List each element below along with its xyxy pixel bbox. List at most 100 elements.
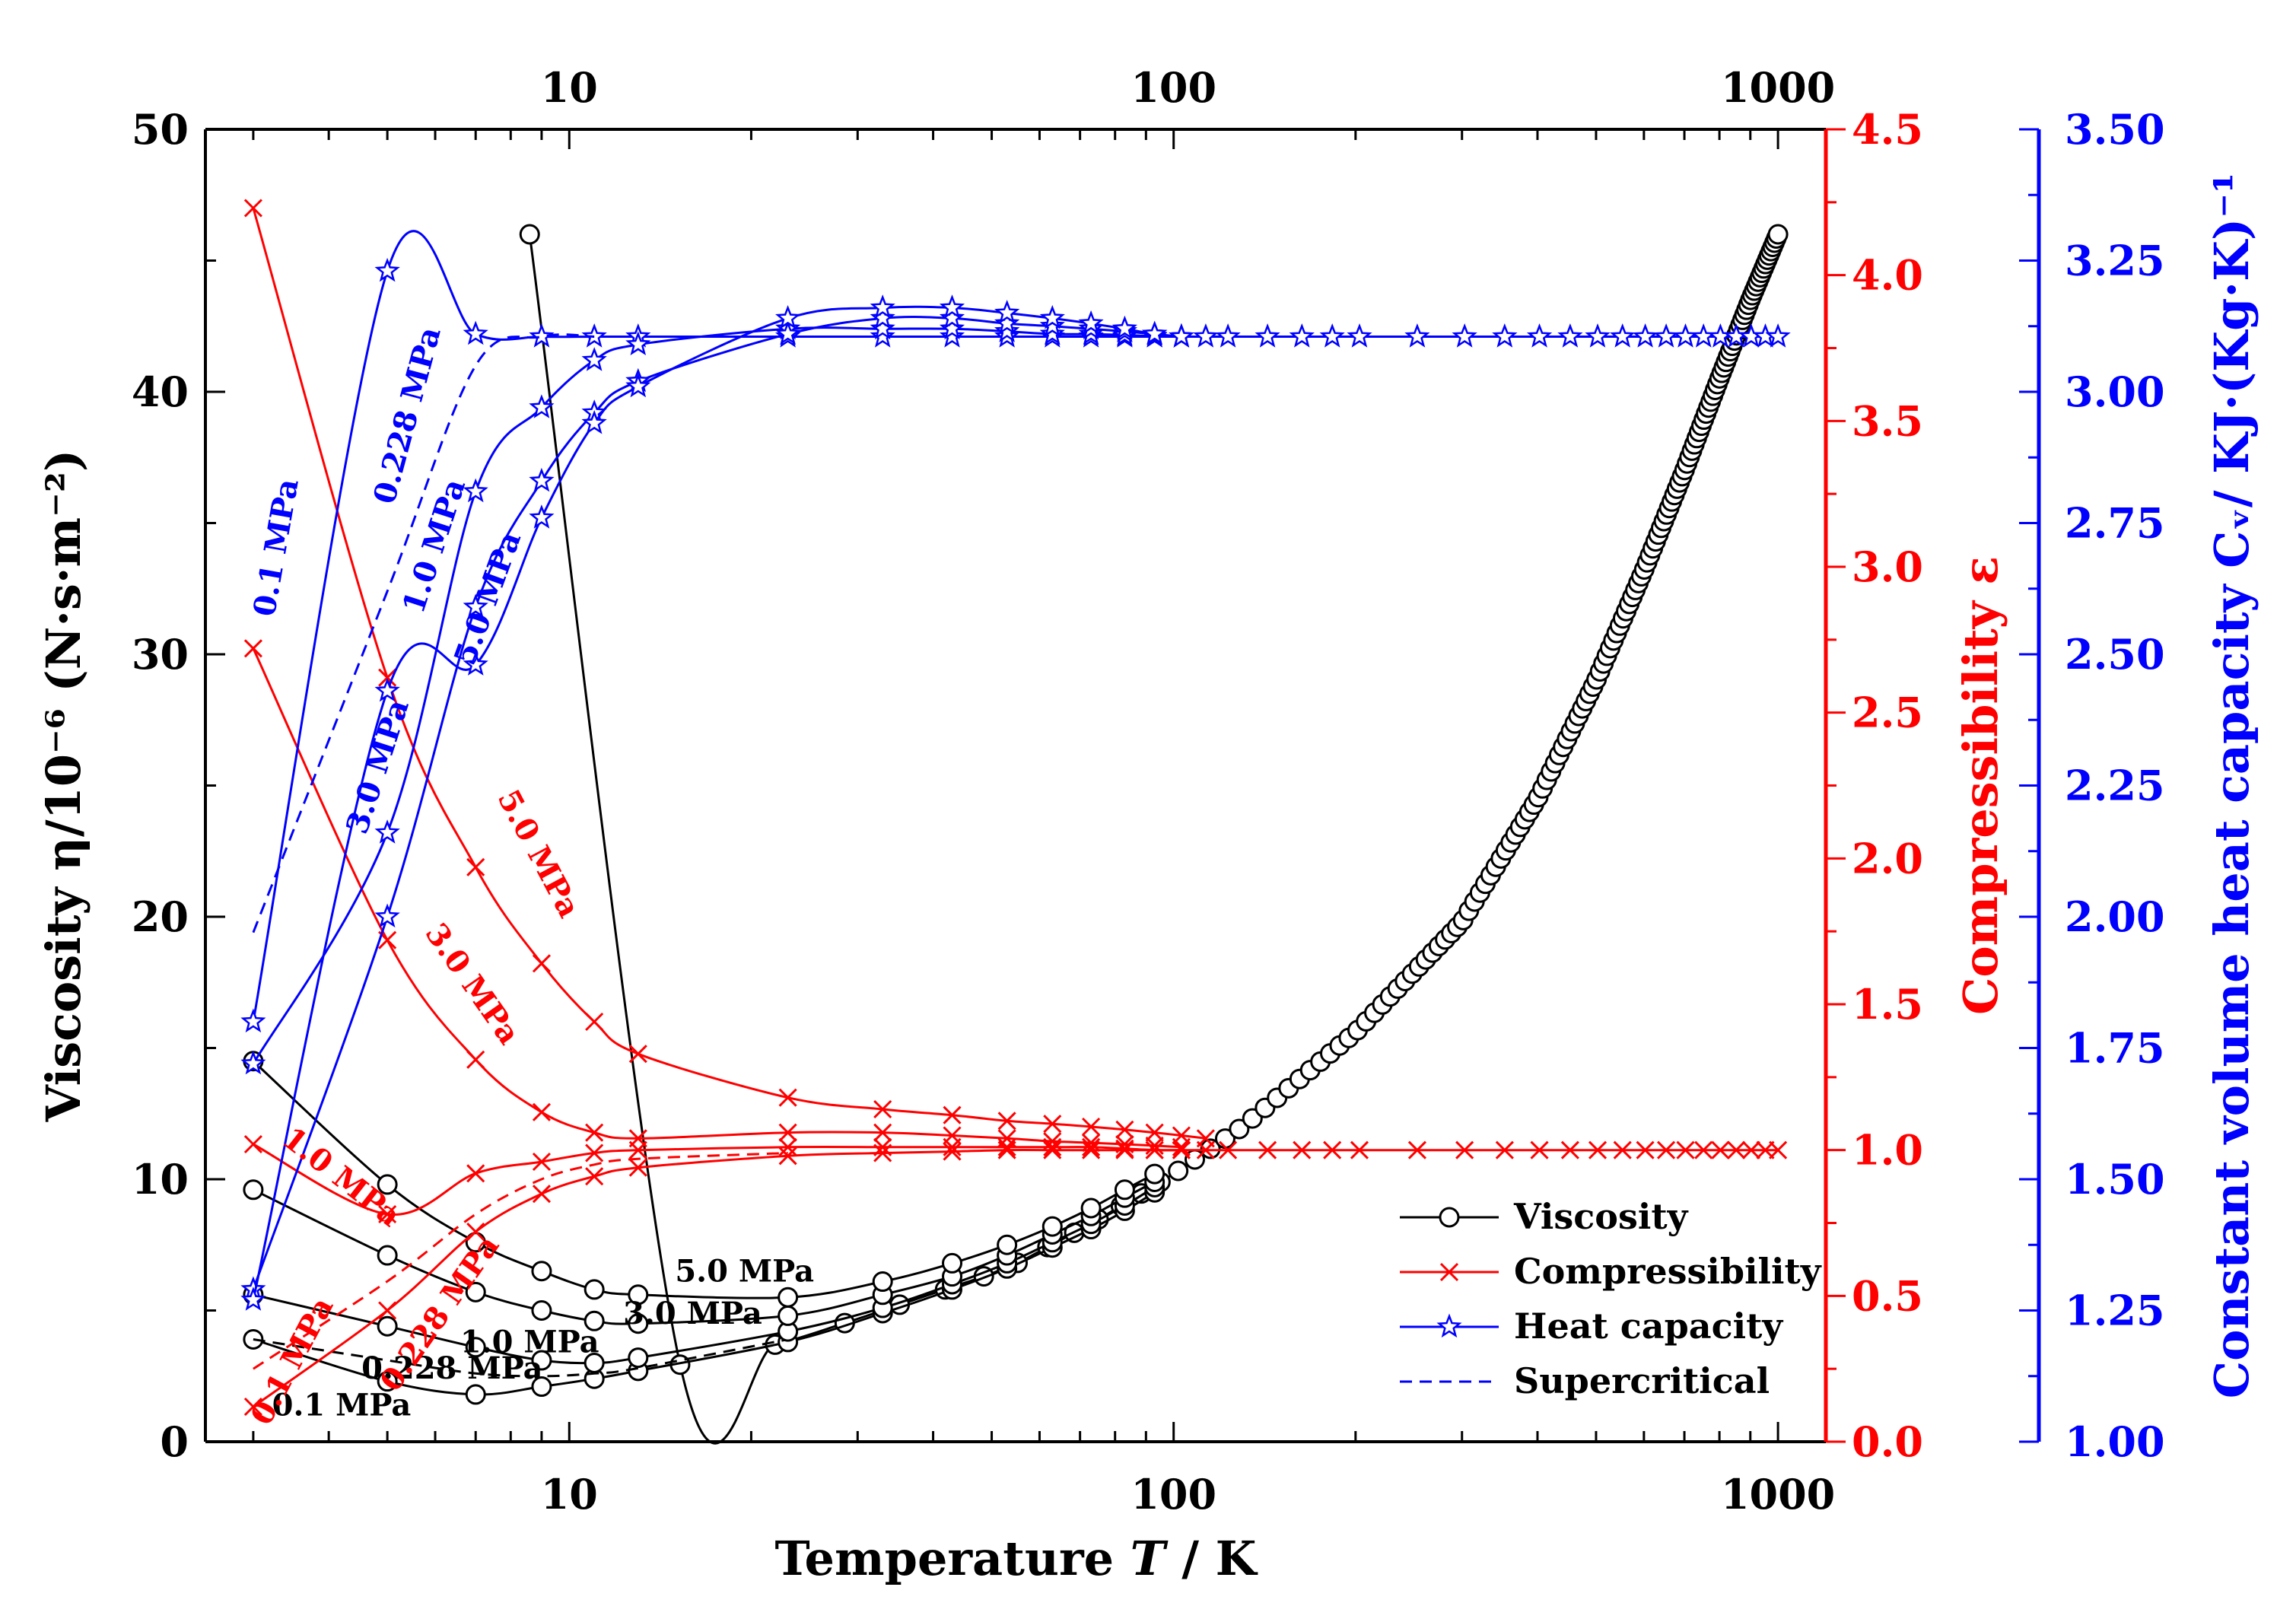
legend-label: Heat capacity — [1514, 1306, 1783, 1347]
legend-item: Compressibility — [1400, 1251, 1822, 1292]
data-point-star — [374, 903, 400, 928]
legend-item: Viscosity — [1400, 1196, 1689, 1237]
y-right2-tick-label: 2.00 — [2065, 892, 2165, 941]
data-point-star — [581, 409, 607, 434]
y-left-tick-label: 50 — [132, 105, 189, 154]
data-point-cross — [943, 1126, 962, 1145]
data-point-circle — [243, 1179, 264, 1201]
top-tick-label: 100 — [1131, 63, 1216, 112]
data-point-cross — [1711, 1140, 1730, 1159]
data-point-cross — [778, 1088, 797, 1107]
data-point-cross — [1455, 1140, 1474, 1159]
data-point-circle — [519, 224, 540, 245]
data-point-circle — [377, 1315, 398, 1337]
data-point-star — [1215, 323, 1241, 348]
data-point-cross — [378, 1204, 397, 1224]
data-point-cross — [1676, 1140, 1695, 1159]
y-right1-tick-label: 2.0 — [1852, 834, 1923, 883]
data-point-cross — [628, 1158, 647, 1177]
data-point-star — [1169, 323, 1194, 348]
data-point-cross — [1082, 1117, 1101, 1137]
series-layer — [240, 199, 1791, 1445]
data-point-circle — [1229, 1118, 1250, 1140]
data-point-star — [939, 304, 965, 329]
pressure-annotation: 3.0 MPa — [623, 1296, 762, 1331]
data-point-circle — [997, 1234, 1018, 1255]
data-point-circle — [531, 1261, 552, 1282]
data-point-star — [1610, 323, 1636, 348]
data-point-cross — [1115, 1134, 1134, 1154]
y-right2-tick-label: 3.25 — [2065, 237, 2165, 285]
legend-item: Heat capacity — [1400, 1306, 1783, 1347]
data-point-circle — [942, 1252, 963, 1274]
y-right2-tick-label: 3.00 — [2065, 367, 2165, 416]
top-tick-label: 10 — [541, 63, 598, 112]
data-point-circle — [377, 1245, 398, 1266]
data-point-cross — [943, 1142, 962, 1161]
data-point-cross — [1407, 1140, 1426, 1159]
legend-label: Supercritical — [1514, 1360, 1770, 1401]
data-point-cross — [1115, 1120, 1134, 1139]
y-right2-tick-label: 1.75 — [2065, 1024, 2165, 1073]
series-compressibility-3-0-mpa — [243, 639, 1191, 1156]
y-left-tick-label: 0 — [160, 1417, 189, 1466]
y-right2-tick-label: 3.50 — [2065, 105, 2165, 154]
data-point-star — [463, 320, 488, 345]
data-point-star — [581, 347, 607, 371]
x-tick-label: 10 — [541, 1470, 598, 1519]
data-point-circle — [584, 1353, 605, 1373]
data-point-cross — [1323, 1140, 1342, 1159]
series-line — [252, 1060, 1156, 1299]
y-right2-tick-label: 2.75 — [2065, 499, 2165, 548]
data-point-cross — [1613, 1140, 1632, 1159]
data-point-star — [374, 677, 400, 702]
data-point-cross — [1439, 1262, 1459, 1282]
data-point-cross — [1172, 1126, 1191, 1145]
pressure-annotation: 0.228 MPa — [361, 1350, 542, 1386]
data-point-circle — [584, 1279, 605, 1300]
data-point-cross — [1656, 1140, 1676, 1159]
data-point-cross — [997, 1129, 1016, 1148]
data-point-star — [374, 819, 400, 844]
data-point-star — [1492, 323, 1518, 348]
legend-label: Compressibility — [1514, 1251, 1822, 1292]
data-point-circle — [531, 1300, 552, 1321]
y-right1-tick-label: 2.5 — [1852, 689, 1923, 737]
data-point-star — [994, 318, 1020, 342]
series-line — [252, 208, 1207, 1140]
data-point-star — [529, 504, 555, 529]
data-point-cross — [1727, 1140, 1746, 1159]
data-point-star — [775, 304, 801, 329]
x-axis-title: Temperature T / K — [775, 1531, 1258, 1586]
y-right2-tick-label: 1.25 — [2065, 1287, 2165, 1335]
data-point-cross — [1588, 1140, 1608, 1159]
data-point-cross — [778, 1147, 797, 1166]
data-point-cross — [585, 1123, 604, 1142]
data-point-star — [1765, 323, 1791, 348]
data-point-circle — [377, 1371, 398, 1392]
data-point-circle — [1439, 1207, 1460, 1228]
legend-item: Supercritical — [1400, 1360, 1770, 1401]
data-point-cross — [378, 1301, 397, 1320]
x-tick-label: 1000 — [1721, 1470, 1835, 1519]
data-point-star — [870, 294, 895, 319]
data-point-star — [1039, 313, 1065, 337]
data-point-cross — [1219, 1140, 1238, 1159]
data-point-star — [939, 323, 965, 348]
y-right2-axis-title: Constant volume heat capacity Cᵥ/ KJ·(Kg… — [2204, 173, 2259, 1398]
pressure-annotation: 0.1 MPa — [272, 1388, 412, 1423]
y-right1-tick-label: 3.0 — [1852, 542, 1923, 591]
data-point-cross — [243, 1134, 262, 1154]
data-point-cross — [243, 639, 262, 658]
data-point-circle — [1114, 1179, 1135, 1201]
data-point-circle — [465, 1384, 486, 1405]
data-point-cross — [585, 1143, 604, 1162]
data-point-star — [374, 257, 400, 282]
data-point-star — [625, 373, 651, 398]
data-point-star — [529, 323, 555, 348]
data-point-star — [994, 300, 1020, 324]
y-right1-tick-label: 0.5 — [1852, 1271, 1923, 1320]
data-point-star — [870, 304, 895, 329]
data-point-star — [939, 294, 965, 319]
